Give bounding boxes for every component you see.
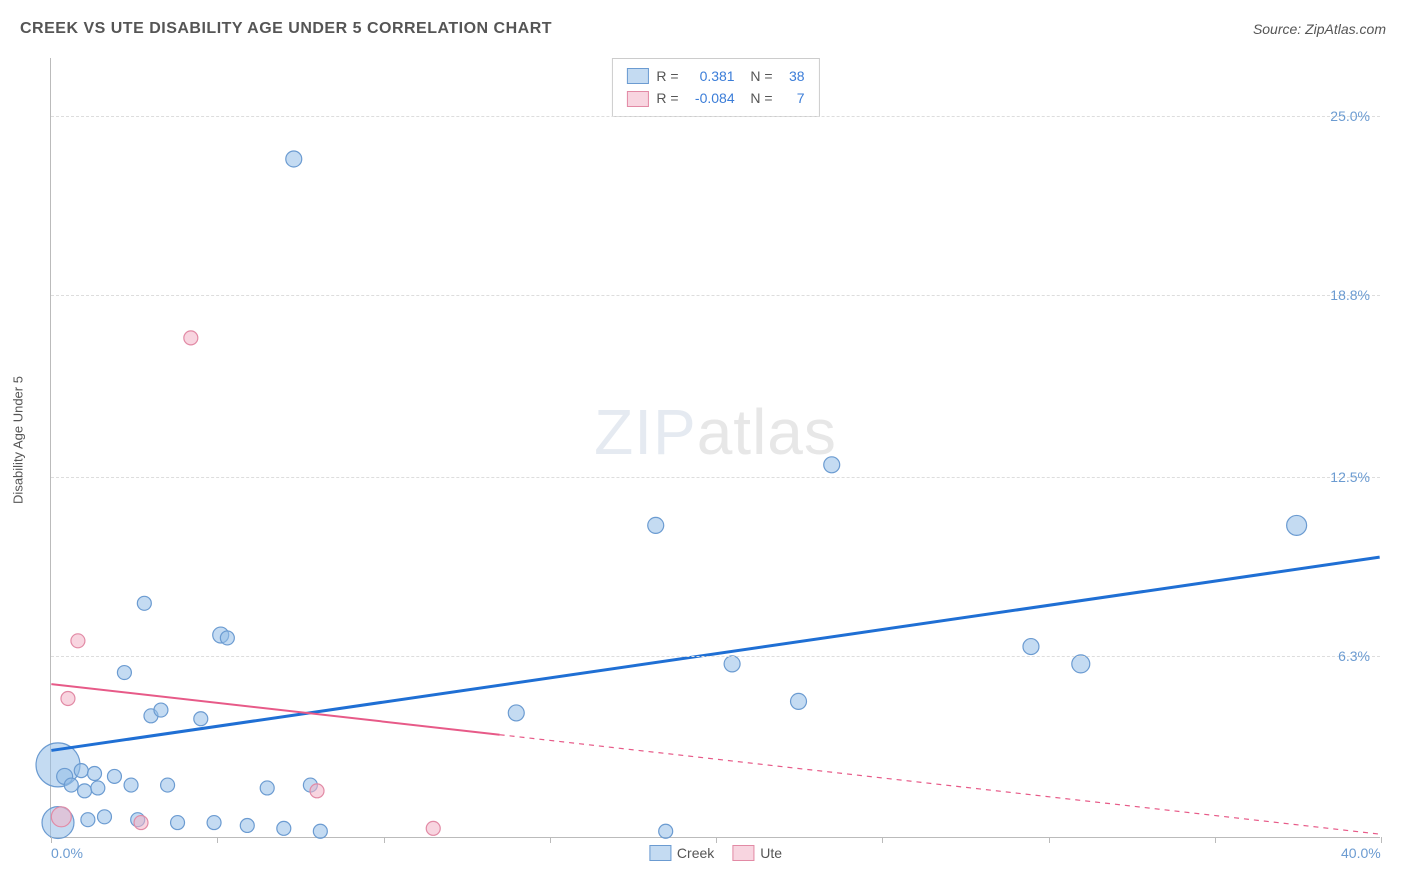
gridline	[51, 295, 1380, 296]
x-tick-mark	[217, 837, 218, 843]
data-point	[71, 634, 85, 648]
legend-row: R = -0.084 N = 7	[626, 87, 804, 109]
legend-n-value: 38	[781, 65, 805, 87]
x-tick-mark	[716, 837, 717, 843]
legend-n-value: 7	[781, 87, 805, 109]
data-point	[51, 807, 71, 827]
data-point	[171, 816, 185, 830]
x-tick-mark	[882, 837, 883, 843]
data-point	[260, 781, 274, 795]
legend-item-label: Ute	[760, 845, 782, 861]
data-point	[277, 821, 291, 835]
data-point	[791, 693, 807, 709]
x-tick-mark	[1049, 837, 1050, 843]
data-point	[154, 703, 168, 717]
legend-r-value: -0.084	[687, 87, 735, 109]
x-tick-label: 40.0%	[1341, 845, 1381, 861]
data-point	[61, 692, 75, 706]
legend-r-label: R =	[656, 65, 678, 87]
trend-line	[51, 557, 1379, 750]
data-point	[194, 712, 208, 726]
data-point	[91, 781, 105, 795]
correlation-legend: R = 0.381 N = 38R = -0.084 N = 7	[611, 58, 819, 117]
data-point	[88, 767, 102, 781]
x-tick-mark	[550, 837, 551, 843]
data-point	[310, 784, 324, 798]
gridline	[51, 477, 1380, 478]
legend-row: R = 0.381 N = 38	[626, 65, 804, 87]
data-point	[78, 784, 92, 798]
data-point	[286, 151, 302, 167]
y-tick-label: 6.3%	[1338, 648, 1370, 664]
x-tick-mark	[384, 837, 385, 843]
chart-source: Source: ZipAtlas.com	[1253, 21, 1386, 37]
legend-swatch	[732, 845, 754, 861]
data-point	[107, 769, 121, 783]
data-point	[97, 810, 111, 824]
data-point	[313, 824, 327, 838]
y-axis-label: Disability Age Under 5	[11, 376, 26, 504]
data-point	[240, 818, 254, 832]
x-tick-mark	[1215, 837, 1216, 843]
gridline	[51, 656, 1380, 657]
legend-swatch	[626, 91, 648, 107]
data-point	[184, 331, 198, 345]
legend-swatch	[626, 68, 648, 84]
data-point	[124, 778, 138, 792]
data-point	[74, 764, 88, 778]
data-point	[137, 596, 151, 610]
legend-item-label: Creek	[677, 845, 714, 861]
data-point	[724, 656, 740, 672]
data-point	[117, 666, 131, 680]
gridline	[51, 116, 1380, 117]
legend-swatch	[649, 845, 671, 861]
y-tick-label: 18.8%	[1330, 287, 1370, 303]
scatter-svg	[51, 58, 1380, 837]
y-tick-label: 12.5%	[1330, 469, 1370, 485]
data-point	[161, 778, 175, 792]
data-point	[648, 517, 664, 533]
legend-r-label: R =	[656, 87, 678, 109]
legend-item: Creek	[649, 845, 714, 861]
data-point	[81, 813, 95, 827]
chart-header: CREEK VS UTE DISABILITY AGE UNDER 5 CORR…	[20, 20, 1386, 38]
data-point	[207, 816, 221, 830]
legend-r-value: 0.381	[687, 65, 735, 87]
series-legend: Creek Ute	[649, 845, 782, 861]
data-point	[824, 457, 840, 473]
x-tick-label: 0.0%	[51, 845, 83, 861]
data-point	[1287, 515, 1307, 535]
legend-n-label: N =	[743, 65, 773, 87]
x-tick-mark	[1381, 837, 1382, 843]
chart-title: CREEK VS UTE DISABILITY AGE UNDER 5 CORR…	[20, 20, 552, 38]
y-tick-label: 25.0%	[1330, 108, 1370, 124]
trend-line-dashed	[500, 735, 1380, 834]
chart-plot-area: ZIPatlas R = 0.381 N = 38R = -0.084 N = …	[50, 58, 1380, 838]
data-point	[426, 821, 440, 835]
legend-n-label: N =	[743, 87, 773, 109]
trend-line	[51, 684, 499, 735]
data-point	[64, 778, 78, 792]
x-tick-mark	[51, 837, 52, 843]
data-point	[508, 705, 524, 721]
legend-item: Ute	[732, 845, 782, 861]
data-point	[134, 816, 148, 830]
data-point	[1023, 639, 1039, 655]
data-point	[220, 631, 234, 645]
data-point	[659, 824, 673, 838]
data-point	[1072, 655, 1090, 673]
